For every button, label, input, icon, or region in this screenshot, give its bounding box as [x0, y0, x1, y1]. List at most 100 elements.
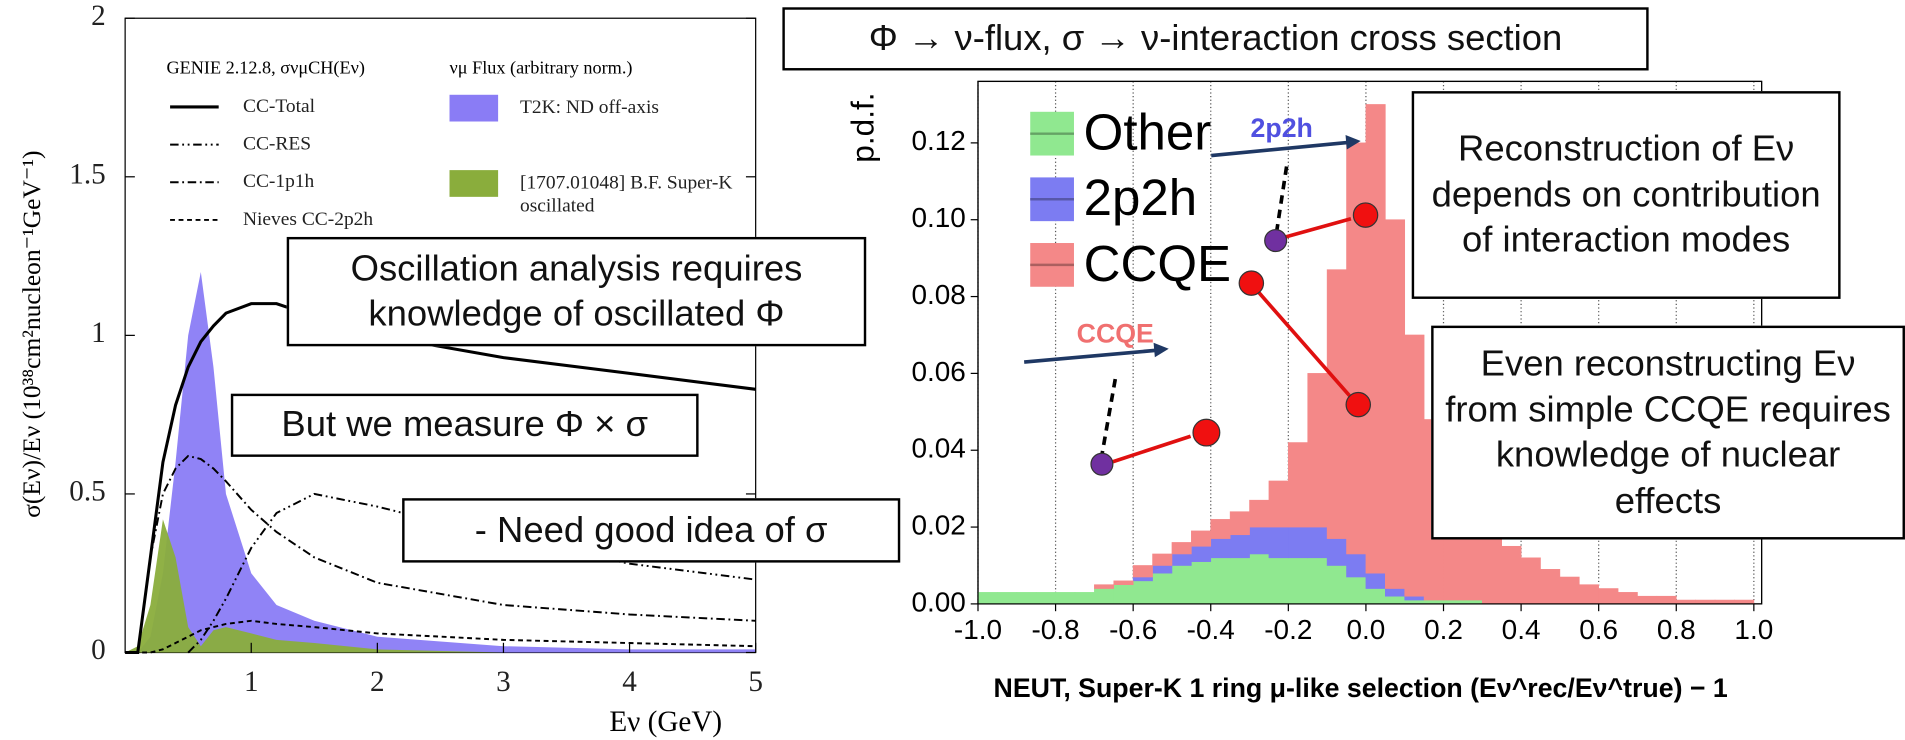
histogram-bar	[1404, 595, 1425, 601]
histogram-bar	[1365, 588, 1386, 605]
x-tick-label: 0.6	[1579, 614, 1618, 645]
histogram-bar	[997, 592, 1018, 605]
sketch-dot	[1192, 418, 1221, 447]
y-tick-label: 1.5	[69, 158, 105, 190]
y-axis-label: σ(Eν)/Eν (10³⁸cm²nucleon⁻¹GeV⁻¹)	[17, 150, 46, 517]
sketch-line	[1284, 216, 1352, 239]
histogram-bar	[1365, 104, 1386, 574]
histogram-bar	[1152, 572, 1173, 605]
histogram-bar	[1268, 557, 1289, 605]
histogram-bar	[1326, 269, 1347, 539]
histogram-bar	[1598, 588, 1619, 605]
histogram-bar	[1113, 580, 1134, 585]
x-axis-label: NEUT, Super-K 1 ring μ-like selection (E…	[994, 673, 1728, 703]
histogram-bar	[1191, 530, 1212, 547]
histogram-bar	[1132, 580, 1153, 605]
y-tick-label: 0.5	[69, 476, 105, 508]
legend-title: νμ Flux (arbitrary norm.)	[450, 57, 633, 78]
sketch-dot	[1352, 202, 1379, 228]
histogram-bar	[1035, 592, 1056, 605]
callout: - Need good idea of σ	[402, 498, 901, 563]
sketch-line	[1023, 348, 1161, 364]
x-tick-label: 3	[496, 666, 511, 698]
histogram-bar	[1385, 595, 1406, 605]
histogram-bar	[1365, 572, 1386, 589]
histogram-bar	[1171, 553, 1192, 566]
x-tick-label: -0.6	[1109, 614, 1157, 645]
histogram-bar	[1520, 557, 1541, 605]
histogram-bar	[1540, 569, 1561, 605]
interaction-sketch	[1023, 134, 1379, 476]
y-tick-label: 1	[91, 317, 106, 349]
legend-label: CCQE	[1084, 235, 1231, 292]
x-tick-label: 0.0	[1347, 614, 1386, 645]
histogram-bar	[1288, 557, 1309, 605]
legend-label: CC-Total	[242, 95, 316, 117]
y-axis-label: p.d.f.	[844, 92, 880, 162]
histogram-bar	[1229, 557, 1250, 605]
histogram-bar	[1191, 545, 1212, 562]
cross-section-line	[125, 454, 756, 654]
histogram-bar	[1307, 373, 1328, 528]
histogram-bar	[1094, 584, 1115, 589]
histogram-bar	[1637, 595, 1658, 605]
flux-area	[125, 519, 756, 653]
histogram-bar	[1326, 538, 1347, 566]
histogram-bar	[1249, 499, 1270, 528]
y-tick-label: 0	[91, 634, 106, 666]
histogram-bar	[1617, 592, 1638, 605]
x-tick-label: -0.4	[1187, 614, 1235, 645]
legend-label: Nieves CC-2p2h	[242, 208, 374, 230]
y-tick-label: 0.06	[911, 356, 965, 387]
cross-section-line	[125, 302, 756, 655]
x-tick-label: 2	[370, 666, 385, 698]
x-tick-label: 1.0	[1734, 614, 1773, 645]
sketch-dot	[1264, 229, 1288, 253]
sketch-line	[1252, 285, 1353, 399]
legend-label: 2p2h	[1084, 169, 1197, 226]
y-tick-label: 0.10	[911, 202, 965, 233]
histogram-bar	[1210, 538, 1231, 559]
histogram-bar	[1346, 576, 1367, 605]
histogram-bar	[1307, 557, 1328, 605]
y-tick-label: 0.12	[911, 125, 965, 156]
arrow-head	[1153, 342, 1169, 358]
sketch-line	[1112, 434, 1192, 464]
y-tick-label: 0.00	[911, 586, 965, 617]
legend-label: CC-1p1h	[242, 171, 315, 192]
y-tick-label: 0.04	[911, 433, 965, 464]
x-tick-label: 0.8	[1657, 614, 1696, 645]
histogram-bar	[1346, 553, 1367, 578]
callout: Φ → ν-flux, σ → ν-interaction cross sect…	[782, 7, 1649, 71]
histogram-bar	[1210, 557, 1231, 605]
annotation: 2p2h	[1251, 113, 1313, 143]
histogram-bar	[1404, 334, 1425, 597]
histogram-bar	[1171, 542, 1192, 555]
histogram-bar	[977, 592, 998, 605]
histogram-bar	[1171, 565, 1192, 605]
callout: Reconstruction of Eν depends on contribu…	[1411, 91, 1841, 299]
x-axis-label: Eν (GeV)	[609, 706, 722, 738]
x-tick-label: 4	[622, 666, 637, 698]
histogram-bar	[1016, 592, 1037, 605]
sketch-line	[1273, 166, 1289, 239]
arrow-head	[1345, 134, 1361, 150]
y-tick-label: 2	[91, 0, 106, 32]
histogram-bar	[1656, 595, 1677, 605]
histogram-bar	[1152, 565, 1173, 574]
sketch-line	[1211, 140, 1352, 158]
y-tick-label: 0.02	[911, 509, 965, 540]
x-tick-label: 5	[748, 666, 763, 698]
histogram-bar	[1307, 526, 1328, 559]
legend-swatch	[449, 170, 499, 197]
histogram-bar	[1132, 565, 1153, 578]
histogram-bar	[1578, 584, 1599, 605]
x-tick-label: -0.2	[1264, 614, 1312, 645]
x-tick-label: 0.4	[1502, 614, 1541, 645]
x-tick-label: -1.0	[954, 614, 1002, 645]
histogram-bar	[1132, 576, 1153, 582]
histogram-bar	[1210, 519, 1231, 539]
histogram-bar	[1288, 526, 1309, 559]
